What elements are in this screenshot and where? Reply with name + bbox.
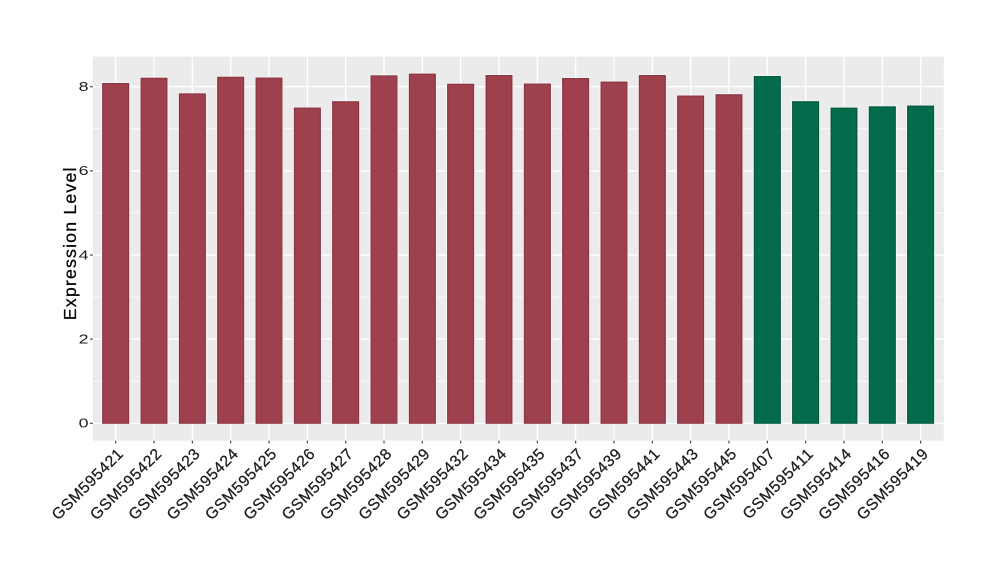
svg-text:6: 6: [79, 164, 89, 178]
svg-text:0: 0: [79, 417, 89, 431]
svg-text:Expression Level: Expression Level: [60, 166, 80, 320]
svg-text:2: 2: [79, 332, 89, 346]
svg-text:8: 8: [79, 80, 89, 94]
svg-text:4: 4: [79, 248, 89, 262]
